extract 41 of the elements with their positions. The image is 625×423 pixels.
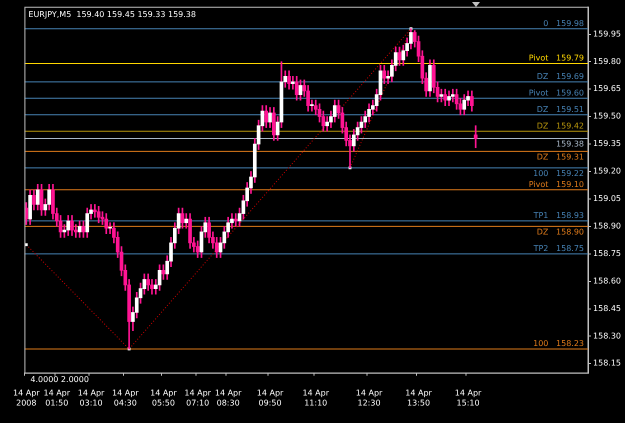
x-tick-label: 14 Apr 12:30 xyxy=(356,388,384,408)
y-tick-label: 159.05 xyxy=(593,194,622,204)
ref-line-label: DZ 159.31 xyxy=(536,152,584,162)
ref-line-label: DZ 158.90 xyxy=(536,227,584,236)
x-tick-label: 14 Apr 2008 xyxy=(13,388,40,408)
x-tick-label: 14 Apr 09:50 xyxy=(256,388,284,408)
x-tick-label: 14 Apr 08:30 xyxy=(214,388,242,408)
x-tick-label: 14 Apr 03:10 xyxy=(78,388,106,408)
ref-line-label: TP2 158.75 xyxy=(532,244,584,253)
y-tick-label: 159.95 xyxy=(593,29,622,38)
x-tick-label: 14 Apr 13:50 xyxy=(405,388,433,408)
y-tick-label: 158.75 xyxy=(593,248,622,258)
x-tick-label: 14 Apr 15:10 xyxy=(454,388,482,408)
x-tick-label: 14 Apr 11:10 xyxy=(302,388,330,408)
ref-line-label: DZ 159.69 xyxy=(536,72,584,81)
y-tick-label: 159.65 xyxy=(593,84,622,94)
ref-line-label: DZ 159.42 xyxy=(536,121,584,130)
ref-line-label: 0 159.98 xyxy=(543,18,584,28)
ref-line-label: DZ 159.51 xyxy=(536,104,584,114)
ref-line-label: 100 159.22 xyxy=(533,168,584,178)
ref-line-label: Pivot 159.79 xyxy=(528,54,584,63)
chart-title: EURJPY,M5 159.40 159.45 159.33 159.38 xyxy=(28,10,196,19)
ref-line-label: 159.38 xyxy=(556,140,584,149)
ref-line-label: TP1 158.93 xyxy=(532,210,584,220)
x-tick-label: 14 Apr 07:10 xyxy=(184,388,212,408)
ref-line-label: Pivot 159.10 xyxy=(528,180,584,189)
y-tick-label: 158.60 xyxy=(593,276,622,286)
x-tick-label: 14 Apr 05:50 xyxy=(150,388,178,408)
text: 4.0000 2.0000 xyxy=(30,374,89,384)
y-tick-label: 158.30 xyxy=(593,331,622,340)
x-tick-label: 14 Apr 01:50 xyxy=(43,388,71,408)
y-tick-label: 158.45 xyxy=(593,304,622,313)
ref-line-label: Pivot 159.60 xyxy=(528,88,584,98)
y-tick-label: 159.80 xyxy=(593,56,622,66)
x-tick-label: 14 Apr 04:30 xyxy=(112,388,140,408)
y-tick-label: 158.15 xyxy=(593,358,622,368)
y-tick-label: 158.90 xyxy=(593,221,622,230)
y-tick-label: 159.50 xyxy=(593,112,622,121)
ref-line-label: 100 158.23 xyxy=(533,339,584,348)
y-tick-label: 159.20 xyxy=(593,166,622,176)
y-tick-label: 159.35 xyxy=(593,139,622,148)
